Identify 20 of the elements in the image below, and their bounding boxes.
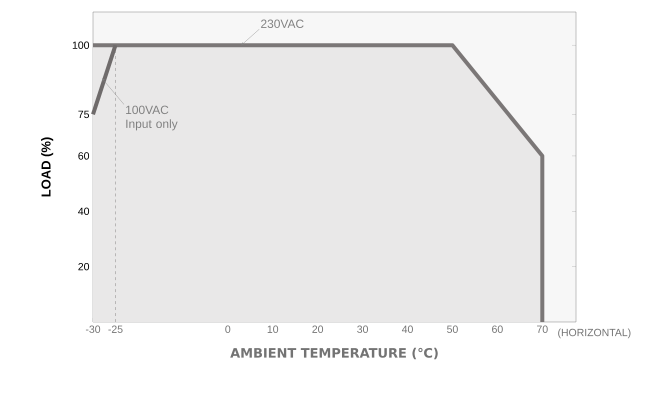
text: (HORIZONTAL) xyxy=(558,328,630,338)
x-axis-title: AMBIENT TEMPERATURE (℃) xyxy=(230,348,438,360)
y-tick-label: 20 xyxy=(78,262,90,270)
x-tick-label: 70 xyxy=(537,326,548,333)
y-tick-label: 60 xyxy=(78,152,90,160)
y-axis-title: LOAD (%) xyxy=(41,137,54,196)
x-tick-label: -25 xyxy=(108,326,123,333)
y-tick-label: 100 xyxy=(72,42,90,49)
y-tick-label: 40 xyxy=(78,208,90,215)
x-tick-label: 40 xyxy=(402,326,413,333)
x-tick-label: 20 xyxy=(312,326,324,333)
annotation: 230VAC xyxy=(261,20,304,28)
x-tick-label: 30 xyxy=(357,326,368,333)
x-tick-label: 60 xyxy=(492,326,503,333)
x-tick-label: 10 xyxy=(268,326,278,333)
y-tick-label: 75 xyxy=(78,110,90,118)
x-tick-label: 0 xyxy=(225,326,230,333)
x-tick-label: 50 xyxy=(447,326,458,333)
x-tick-label: -30 xyxy=(86,326,100,333)
annotation: 100VAC Input only xyxy=(126,106,178,130)
